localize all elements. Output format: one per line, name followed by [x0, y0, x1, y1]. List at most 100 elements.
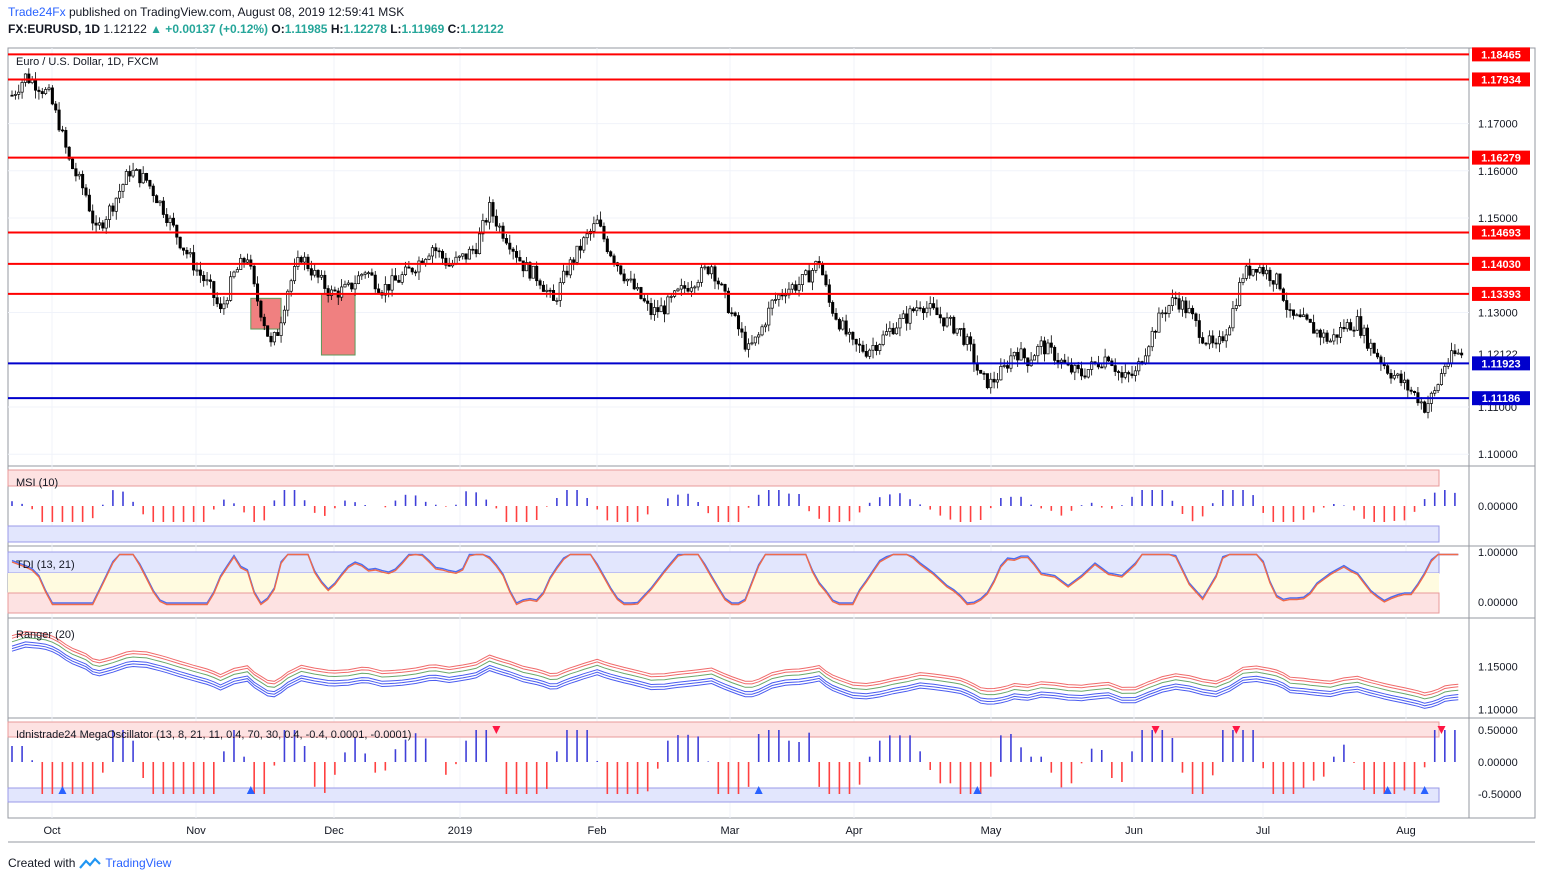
bull-candle: [346, 282, 350, 285]
bear-candle: [551, 290, 556, 301]
bear-candle: [891, 327, 895, 335]
bull-candle: [279, 322, 283, 336]
bear-candle: [1106, 356, 1111, 362]
bull-candle: [784, 294, 788, 297]
bear-candle: [992, 378, 996, 383]
bull-candle: [23, 73, 27, 83]
bear-candle: [161, 200, 165, 215]
bull-candle: [884, 331, 889, 336]
bull-candle: [225, 300, 229, 305]
bear-candle: [491, 202, 495, 217]
bear-candle: [730, 312, 734, 315]
bear-candle: [266, 325, 270, 337]
bear-candle: [1379, 356, 1383, 364]
bear-candle: [1006, 365, 1010, 369]
bear-candle: [521, 260, 525, 272]
bull-candle: [868, 349, 872, 357]
bear-candle: [333, 289, 337, 292]
bear-candle: [202, 274, 206, 282]
bear-candle: [323, 274, 327, 289]
bull-candle: [47, 87, 51, 90]
bull-candle: [427, 255, 431, 260]
bull-candle: [1150, 330, 1154, 348]
bull-candle: [1322, 332, 1326, 338]
time-tick-label: Feb: [588, 825, 607, 837]
price-tick-label: 1.15000: [1478, 213, 1518, 225]
resistance-price-label: 1.14693: [1481, 228, 1521, 240]
author-link[interactable]: Trade24Fx: [8, 5, 66, 19]
bull-candle: [1234, 305, 1238, 309]
bull-candle: [773, 299, 778, 301]
bull-candle: [343, 283, 347, 288]
bull-candle: [44, 89, 48, 94]
bear-candle: [508, 242, 512, 250]
resistance-price-tag: [1472, 47, 1530, 62]
bull-candle: [1369, 342, 1373, 349]
bull-candle: [498, 225, 502, 228]
bear-candle: [1318, 329, 1322, 338]
bear-candle: [1335, 334, 1339, 338]
bear-candle: [256, 283, 260, 302]
support-price-label: 1.11186: [1482, 393, 1521, 405]
bear-candle: [1308, 318, 1312, 323]
support-price-tag: [1472, 391, 1530, 406]
bull-candle: [1231, 308, 1235, 329]
bear-candle: [612, 255, 616, 264]
bull-candle: [797, 284, 801, 291]
bear-candle: [541, 284, 545, 292]
bull-candle: [282, 309, 286, 324]
bear-candle: [1191, 307, 1195, 315]
bear-candle: [1113, 365, 1117, 372]
bull-candle: [1439, 373, 1443, 385]
bull-candle: [104, 219, 108, 229]
bull-candle: [222, 303, 226, 310]
bull-candle: [908, 308, 912, 324]
bull-candle: [1090, 361, 1094, 370]
bull-candle: [1002, 365, 1006, 367]
bull-candle: [915, 307, 919, 312]
bear-candle: [215, 297, 219, 305]
bear-candle: [316, 269, 320, 278]
bear-candle: [299, 256, 303, 263]
bull-candle: [1187, 307, 1191, 314]
bull-candle: [1315, 329, 1319, 334]
bull-candle: [595, 219, 599, 225]
bear-candle: [1342, 327, 1346, 330]
bear-candle: [821, 263, 825, 276]
bear-candle: [932, 303, 936, 309]
tradingview-brand[interactable]: TradingView: [105, 856, 172, 870]
time-tick-label: Jul: [1256, 825, 1270, 837]
bear-candle: [219, 303, 223, 310]
osc-upper-band: [7, 721, 1440, 738]
bull-candle: [121, 184, 125, 192]
bear-candle: [1056, 360, 1060, 363]
bear-candle: [74, 168, 78, 177]
bull-candle: [141, 173, 145, 184]
bull-candle: [461, 253, 465, 257]
bear-candle: [578, 245, 582, 251]
bear-candle: [1022, 348, 1026, 359]
bear-candle: [64, 130, 68, 148]
bear-candle: [649, 303, 653, 316]
bull-candle: [763, 324, 767, 328]
bear-candle: [1069, 364, 1074, 373]
time-tick-label: May: [981, 825, 1002, 837]
bear-candle: [975, 363, 979, 371]
bull-candle: [1012, 351, 1016, 357]
bear-candle: [1312, 322, 1316, 334]
bear-candle: [373, 274, 377, 290]
bear-candle: [565, 270, 569, 276]
support-price-tag: [1472, 356, 1530, 371]
osc-tick-label: 0.50000: [1478, 725, 1518, 737]
bear-candle: [935, 307, 939, 316]
bear-candle: [1325, 332, 1329, 342]
bear-candle: [138, 169, 142, 184]
bull-candle: [1436, 384, 1440, 391]
bull-candle: [878, 344, 882, 351]
high-value: 1.12278: [343, 22, 387, 36]
bull-candle: [1170, 297, 1174, 306]
bull-candle: [945, 317, 949, 327]
sell-signal-marker: [1437, 726, 1446, 734]
bull-candle: [356, 275, 360, 284]
